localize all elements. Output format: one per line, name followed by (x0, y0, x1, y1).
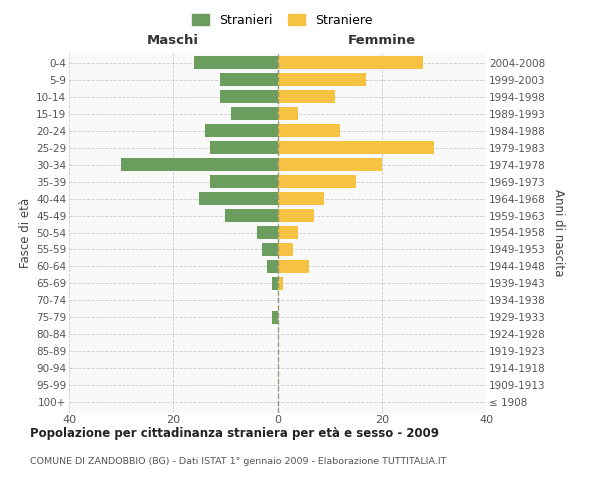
Text: Popolazione per cittadinanza straniera per età e sesso - 2009: Popolazione per cittadinanza straniera p… (30, 428, 439, 440)
Bar (267, 260, 277, 273)
Bar (210, 175, 277, 188)
Bar (277, 209, 314, 222)
Bar (199, 192, 277, 205)
Bar (230, 108, 277, 120)
Text: COMUNE DI ZANDOBBIO (BG) - Dati ISTAT 1° gennaio 2009 - Elaborazione TUTTITALIA.: COMUNE DI ZANDOBBIO (BG) - Dati ISTAT 1°… (30, 458, 446, 466)
Bar (194, 56, 277, 69)
Bar (277, 158, 382, 171)
Bar (277, 56, 424, 69)
Bar (277, 277, 283, 290)
Y-axis label: Anni di nascita: Anni di nascita (552, 189, 565, 276)
Bar (277, 108, 298, 120)
Bar (121, 158, 277, 171)
Bar (277, 243, 293, 256)
Bar (277, 175, 356, 188)
Y-axis label: Fasce di età: Fasce di età (19, 198, 32, 268)
Bar (205, 124, 277, 137)
Bar (272, 277, 277, 290)
Bar (257, 226, 277, 239)
Bar (272, 311, 277, 324)
Text: Femmine: Femmine (347, 34, 416, 46)
Bar (226, 209, 277, 222)
Legend: Stranieri, Straniere: Stranieri, Straniere (187, 8, 377, 32)
Bar (210, 141, 277, 154)
Bar (277, 124, 340, 137)
Bar (262, 243, 277, 256)
Bar (277, 260, 309, 273)
Bar (277, 226, 298, 239)
Bar (220, 74, 277, 86)
Bar (220, 90, 277, 103)
Bar (277, 90, 335, 103)
Bar (277, 141, 434, 154)
Text: Maschi: Maschi (147, 34, 199, 46)
Bar (277, 192, 325, 205)
Bar (277, 74, 366, 86)
